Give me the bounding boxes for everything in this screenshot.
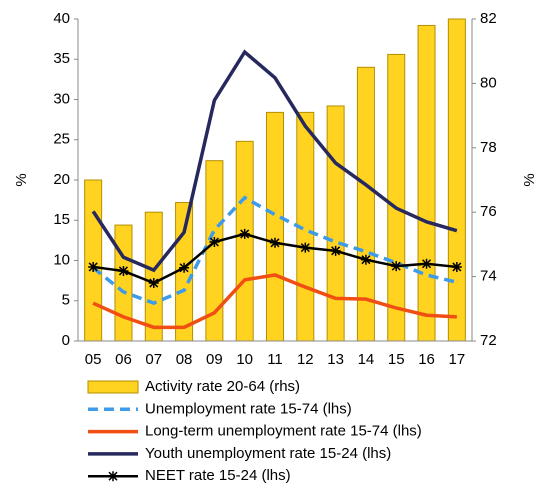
y2-axis-label: % [521, 173, 538, 186]
bar [235, 140, 254, 342]
marker [360, 254, 371, 265]
marker [421, 258, 432, 269]
marker [148, 278, 159, 289]
y-tick-label: 15 [53, 211, 70, 228]
marker [118, 265, 129, 276]
x-tick-label: 16 [418, 351, 435, 368]
bar [144, 211, 163, 342]
marker [300, 242, 311, 253]
y2-tick-label: 80 [480, 74, 497, 91]
bar [387, 53, 406, 342]
bar [114, 224, 133, 342]
y2-tick-label: 74 [480, 268, 497, 285]
marker [239, 228, 250, 239]
x-tick-label: 07 [145, 351, 162, 368]
y-tick-label: 20 [53, 171, 70, 188]
marker [330, 245, 341, 256]
y2-tick-label: 72 [480, 332, 497, 349]
y2-tick-label: 78 [480, 139, 497, 156]
y2-tick-label: 76 [480, 203, 497, 220]
y-tick-label: 10 [53, 251, 70, 268]
y-tick-label: 5 [62, 292, 70, 309]
marker [209, 236, 220, 247]
legend-label: Youth unemployment rate 15-24 (lhs) [145, 445, 391, 462]
marker [391, 261, 402, 272]
legend-label: Long-term unemployment rate 15-74 (lhs) [145, 423, 422, 440]
bar [417, 24, 436, 342]
x-tick-label: 14 [358, 351, 375, 368]
bar [84, 179, 103, 342]
x-tick-label: 12 [297, 351, 314, 368]
y-tick-label: 35 [53, 50, 70, 67]
marker [179, 262, 190, 273]
y-tick-label: 25 [53, 131, 70, 148]
y-tick-label: 40 [53, 10, 70, 27]
marker [88, 261, 99, 272]
line-series [92, 195, 458, 306]
y2-tick-label: 82 [480, 10, 497, 27]
bar [326, 105, 345, 342]
marker [451, 261, 462, 272]
y-tick-label: 30 [53, 90, 70, 107]
bar [447, 18, 466, 342]
line-series [91, 49, 458, 273]
x-tick-label: 15 [388, 351, 405, 368]
legend-label: Unemployment rate 15-74 (lhs) [145, 400, 352, 417]
bar [266, 111, 284, 342]
legend-label: NEET rate 15-24 (lhs) [145, 467, 291, 484]
y-tick-label: 0 [62, 332, 70, 349]
x-tick-label: 05 [85, 351, 102, 368]
x-tick-label: 10 [236, 351, 253, 368]
x-tick-label: 17 [449, 351, 466, 368]
x-tick-label: 09 [206, 351, 223, 368]
x-tick-label: 11 [267, 351, 283, 368]
x-tick-label: 06 [115, 351, 132, 368]
legend-marker [108, 471, 118, 482]
x-tick-label: 13 [327, 351, 344, 368]
line-series [92, 273, 457, 330]
y-axis-label: % [13, 173, 30, 186]
x-tick-label: 08 [176, 351, 193, 368]
legend-swatch [87, 380, 139, 394]
marker [270, 237, 280, 248]
legend-label: Activity rate 20-64 (rhs) [145, 378, 300, 395]
